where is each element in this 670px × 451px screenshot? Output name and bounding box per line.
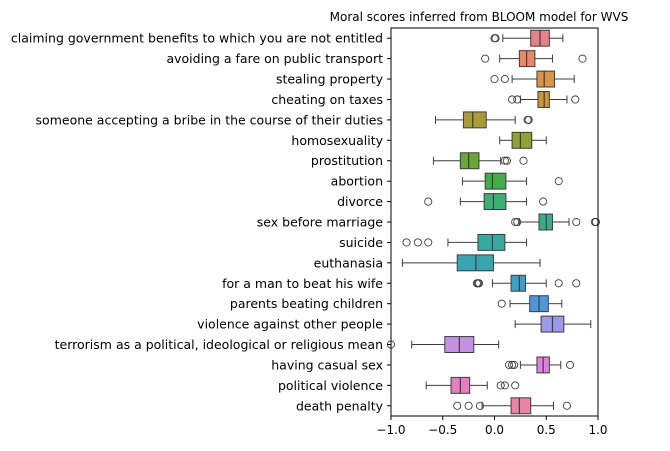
box-2-outlier-0 (490, 75, 499, 84)
box-6-outlier-0 (500, 156, 509, 165)
box-8-outlier-0 (424, 197, 433, 206)
chart-title: Moral scores inferred from BLOOM model f… (330, 10, 629, 24)
y-tick-label-10: suicide (339, 235, 383, 250)
box-2-iqr (536, 70, 556, 88)
x-tick-label-1: −0.5 (428, 423, 457, 437)
plot-area: claiming government benefits to which yo… (11, 29, 608, 437)
box-4-outlier-1 (524, 115, 533, 124)
box-1-outlier-1 (578, 54, 587, 63)
box-12-iqr (510, 274, 527, 292)
box-16-outlier-3 (566, 360, 575, 369)
box-10-outlier-2 (424, 238, 433, 247)
box-13-outlier-0 (497, 299, 506, 308)
box-17-outlier-2 (511, 381, 520, 390)
box-9-outlier-4 (591, 217, 600, 227)
y-tick-label-3: cheating on taxes (271, 92, 383, 107)
y-tick-label-11: euthanasia (314, 255, 383, 270)
x-tick-label-3: 0.5 (537, 423, 556, 437)
box-18-iqr (510, 397, 532, 415)
y-tick-label-6: prostitution (311, 153, 383, 168)
box-10-outlier-0 (402, 238, 411, 247)
box-18-outlier-2 (475, 401, 485, 410)
axes-frame (390, 27, 599, 417)
box-2-outlier-1 (500, 75, 509, 84)
box-7-outlier-0 (554, 177, 563, 186)
y-tick-label-13: parents beating children (230, 296, 383, 311)
box-9-outlier-0 (511, 217, 520, 227)
y-tick-label-1: avoiding a fare on public transport (166, 51, 383, 66)
box-8-outlier-1 (539, 197, 548, 206)
box-18-outlier-3 (562, 401, 572, 410)
box-6-outlier-2 (519, 156, 528, 165)
box-5-iqr (511, 131, 533, 149)
box-3-outlier-1 (513, 95, 522, 104)
y-tick-label-2: stealing property (276, 72, 384, 87)
box-0-outlier-1 (491, 34, 500, 43)
y-tick-label-18: death penalty (296, 398, 384, 413)
y-tick-label-9: sex before marriage (257, 215, 384, 230)
box-1-outlier-0 (481, 54, 490, 63)
y-tick-label-8: divorce (337, 194, 383, 209)
box-4-iqr (462, 111, 487, 129)
box-16-outlier-2 (510, 360, 519, 369)
box-17-outlier-1 (500, 381, 509, 390)
y-tick-label-17: political violence (278, 378, 383, 393)
y-tick-label-12: for a man to beat his wife (222, 276, 383, 291)
y-tick-label-0: claiming government benefits to which yo… (11, 31, 383, 46)
y-tick-label-4: someone accepting a bribe in the course … (36, 112, 383, 127)
box-3-outlier-0 (508, 95, 517, 104)
box-18-outlier-1 (464, 401, 473, 410)
box-17-outlier-0 (496, 381, 505, 390)
box-16-outlier-1 (508, 360, 517, 369)
box-9-outlier-1 (513, 217, 522, 227)
box-16-outlier-0 (504, 360, 514, 369)
y-tick-label-15: terrorism as a political, ideological or… (55, 337, 383, 352)
box-6-outlier-1 (502, 156, 511, 165)
box-18-outlier-0 (453, 401, 462, 410)
x-tick-label-0: −1.0 (376, 423, 405, 437)
box-12-outlier-3 (554, 279, 563, 288)
box-3-outlier-2 (571, 95, 580, 104)
box-6-iqr (459, 152, 480, 170)
x-tick-label-2: 0.0 (485, 423, 504, 437)
box-9-outlier-2 (572, 217, 581, 227)
box-10-iqr (477, 233, 506, 251)
box-7-iqr (484, 172, 507, 190)
box-8-iqr (483, 193, 507, 211)
y-tick-label-5: homosexuality (291, 133, 383, 148)
y-tick-label-7: abortion (331, 174, 383, 189)
y-tick-label-14: violence against other people (197, 317, 383, 332)
y-tick-label-16: having casual sex (271, 357, 383, 372)
box-12-outlier-4 (572, 279, 581, 288)
box-10-outlier-1 (413, 238, 422, 247)
box-12-outlier-2 (472, 279, 481, 288)
x-tick-label-4: 1.0 (588, 423, 607, 437)
